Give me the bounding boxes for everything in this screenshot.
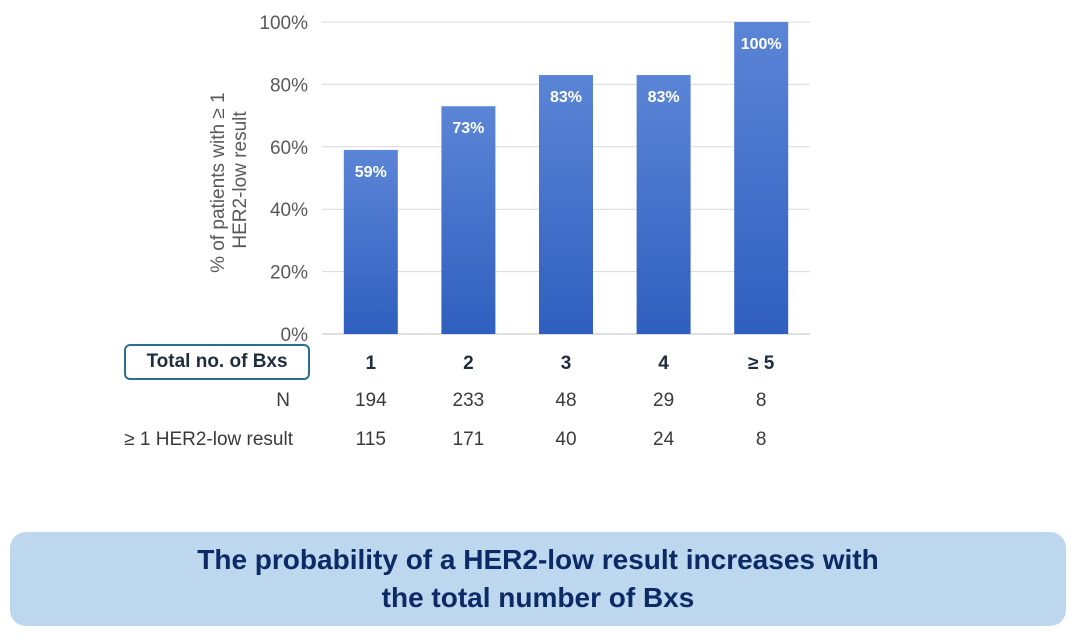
conclusion-line-2: the total number of Bxs	[381, 582, 695, 613]
y-axis-label: % of patients with ≥ 1 HER2-low result	[208, 87, 251, 273]
conclusion-line-1: The probability of a HER2-low result inc…	[197, 544, 879, 575]
row-label-her2-low: ≥ 1 HER2-low result	[124, 429, 293, 450]
table-cell: 194	[354, 390, 387, 411]
total-bxs-label: Total no. of Bxs	[124, 344, 310, 380]
x-tick-label: 1	[366, 353, 377, 374]
table-cell: 233	[452, 390, 485, 411]
y-tick-label: 100%	[259, 13, 308, 34]
table-cell: 40	[555, 429, 577, 450]
table-cell: 48	[555, 390, 577, 411]
y-tick-label: 60%	[270, 138, 308, 159]
bar	[441, 106, 496, 335]
x-tick-label: ≥ 5	[748, 353, 775, 374]
table-cell: 8	[755, 429, 767, 450]
x-tick-label: 4	[658, 353, 669, 374]
bar	[343, 149, 398, 334]
x-tick-label: 3	[561, 353, 572, 374]
y-tick-label: 80%	[270, 75, 308, 96]
data-label: 83%	[648, 89, 680, 106]
bar	[636, 75, 691, 334]
bar-chart: 59% 73% 83% 83% 100% 0% 20% 40% 60% 80% 100% 1 2 3 4 ≥…	[208, 13, 810, 374]
data-label: 100%	[741, 36, 782, 53]
y-axis-label-line-1: % of patients with ≥ 1	[208, 92, 229, 272]
y-tick-label: 0%	[281, 325, 309, 346]
conclusion-banner: The probability of a HER2-low result inc…	[10, 532, 1066, 626]
bar	[734, 22, 789, 334]
table-cell: 115	[355, 429, 386, 450]
table-cell: 24	[653, 429, 675, 450]
bar	[539, 75, 593, 334]
table-cell: 8	[755, 390, 767, 411]
x-tick-label: 2	[463, 353, 474, 374]
data-label: 83%	[550, 89, 582, 106]
row-label-n: N	[276, 390, 290, 411]
table-cell: 171	[452, 429, 485, 450]
table-cell: 29	[653, 390, 675, 411]
y-axis-label-line-2: HER2-low result	[230, 111, 251, 249]
y-tick-label: 40%	[270, 200, 308, 221]
data-label: 59%	[355, 164, 387, 181]
y-tick-label: 20%	[270, 263, 308, 284]
data-label: 73%	[452, 120, 484, 137]
